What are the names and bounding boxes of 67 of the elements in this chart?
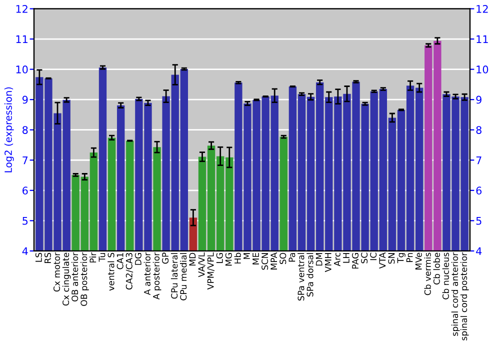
x-tick-label: ME: [252, 252, 259, 264]
y2-tick-label: 11: [476, 35, 488, 43]
x-tick-label: RS: [44, 252, 51, 263]
x-tick-label: SC: [361, 252, 368, 264]
x-tick-label: Cx cingulate: [62, 252, 71, 306]
x-tick-label: SPa dorsal: [306, 253, 314, 296]
y2-tick-label: 8: [476, 126, 482, 134]
y2-tick-label: 10: [476, 66, 488, 74]
y-tick-label: 9: [22, 96, 28, 104]
x-tick-label: MVe: [415, 252, 422, 270]
x-tick-label: SN: [388, 253, 395, 264]
x-tick-label: IC: [370, 252, 377, 260]
x-tick-label: Cb lobe: [433, 252, 440, 284]
x-tick-label: OB anterior: [71, 252, 78, 302]
y-tick-label: 5: [22, 217, 28, 225]
x-tick-label: A posterior: [152, 252, 162, 300]
x-tick-label: VMH: [324, 253, 332, 272]
x-tick-label: CA1: [116, 253, 124, 270]
y2-tick-label: 7: [476, 156, 482, 164]
x-tick-label: SCN: [262, 253, 268, 270]
x-tick-label: VA/VL: [198, 252, 206, 278]
x-tick-label: spinal cord posterior: [460, 252, 469, 340]
x-tick-label: Cx motor: [54, 252, 60, 292]
x-tick-label: MPA: [270, 252, 277, 270]
y-tick-label: 4: [22, 247, 28, 255]
y2-tick-label: 5: [476, 217, 482, 225]
x-tick-label: LS: [35, 252, 42, 262]
x-tick-label: VTA: [379, 252, 386, 269]
y2-tick-label: 6: [476, 186, 482, 195]
x-tick-label: DG: [134, 253, 142, 265]
y-tick-label: 7: [22, 156, 28, 164]
x-tick-label: Arc: [334, 252, 340, 266]
x-tick-label: spinal cord anterior: [451, 252, 460, 336]
x-tick-label: Cb vermis: [424, 252, 431, 296]
x-tick-label: Pa: [288, 253, 296, 262]
y2-tick-label: 12: [476, 4, 488, 13]
y-tick-label: 8: [22, 126, 28, 134]
x-tick-label: LG: [216, 253, 223, 263]
x-tick-label: SO: [280, 252, 286, 264]
x-tick-label: SPa ventral: [298, 253, 304, 300]
x-tick-label: OB posterior: [80, 252, 89, 306]
x-tick-label: DM: [316, 253, 322, 266]
x-tick-label: PAG: [352, 253, 359, 269]
x-tick-label: Cb nucleus: [442, 252, 449, 300]
y-axis-title: Log2 (expression): [4, 87, 14, 172]
y2-tick-label: 9: [476, 96, 482, 104]
x-tick-label: Pn: [406, 253, 413, 262]
x-tick-label: Tu: [98, 253, 106, 262]
y2-tick-label: 4: [476, 247, 482, 255]
x-tick-label: Hb: [234, 252, 241, 264]
x-tick-label: LH: [343, 253, 350, 263]
y-tick-label: 6: [22, 186, 28, 195]
x-tick-label: GP: [162, 252, 169, 264]
y-tick-label: 10: [16, 66, 28, 74]
x-tick-label: Tg: [397, 253, 406, 264]
x-tick-label: A anterior: [144, 252, 150, 296]
x-tick-label: CPu medial: [180, 253, 187, 300]
x-tick-label: M: [244, 253, 250, 259]
x-tick-label: MG: [225, 253, 232, 266]
x-tick-label: Pir: [90, 252, 96, 262]
y-tick-label: 12: [16, 4, 28, 13]
y-tick-label: 11: [16, 35, 28, 43]
x-tick-label: CA2/CA3: [126, 253, 134, 290]
x-tick-label: VPM/VPL: [207, 252, 214, 290]
x-tick-label: CPu lateral: [170, 253, 178, 299]
x-tick-label: MD: [189, 252, 196, 266]
x-tick-label: ventral S: [108, 252, 114, 291]
